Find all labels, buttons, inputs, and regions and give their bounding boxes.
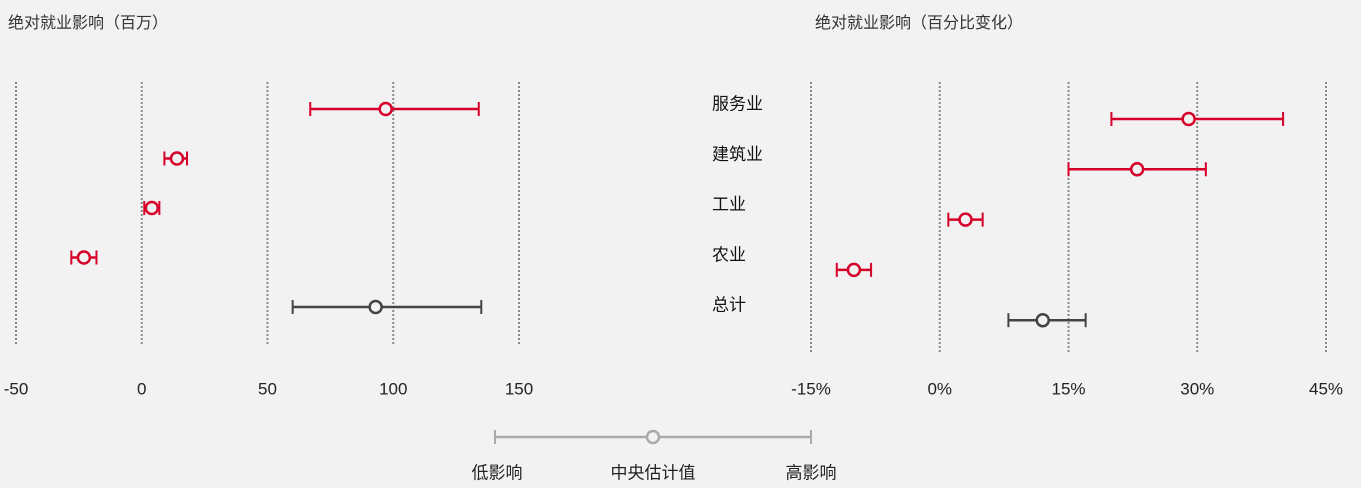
category-label: 总计 (712, 296, 746, 315)
dot (368, 299, 383, 315)
dot (1035, 312, 1050, 328)
dot (958, 212, 973, 227)
dot (144, 200, 160, 216)
category-label: 工业 (712, 195, 746, 214)
dot (1181, 111, 1196, 127)
x-tick-label: 50 (258, 379, 277, 398)
x-tick-label: 0 (137, 379, 146, 398)
legend-label: 低影响 (472, 463, 523, 482)
chart-title: 绝对就业影响（百分比变化） (815, 14, 1023, 32)
category-label: 农业 (712, 245, 746, 264)
x-tick-label: 150 (505, 379, 533, 398)
dot (76, 250, 92, 265)
legend-label: 中央估计值 (611, 463, 696, 482)
x-tick-label: 0% (927, 379, 952, 398)
dot (169, 151, 185, 166)
chart-title: 绝对就业影响（百万） (8, 14, 168, 32)
x-tick-label: -50 (4, 379, 29, 398)
dot (1129, 162, 1145, 177)
legend-dot (645, 429, 661, 445)
dot (378, 101, 393, 117)
x-tick-label: 100 (379, 379, 407, 398)
x-tick-label: 45% (1309, 379, 1343, 398)
category-label: 服务业 (712, 94, 763, 113)
x-tick-label: 30% (1180, 379, 1214, 398)
x-tick-label: 15% (1051, 379, 1085, 398)
legend-label: 高影响 (786, 463, 837, 482)
dot (846, 262, 862, 278)
x-tick-label: -15% (791, 379, 831, 398)
category-label: 建筑业 (712, 145, 763, 164)
